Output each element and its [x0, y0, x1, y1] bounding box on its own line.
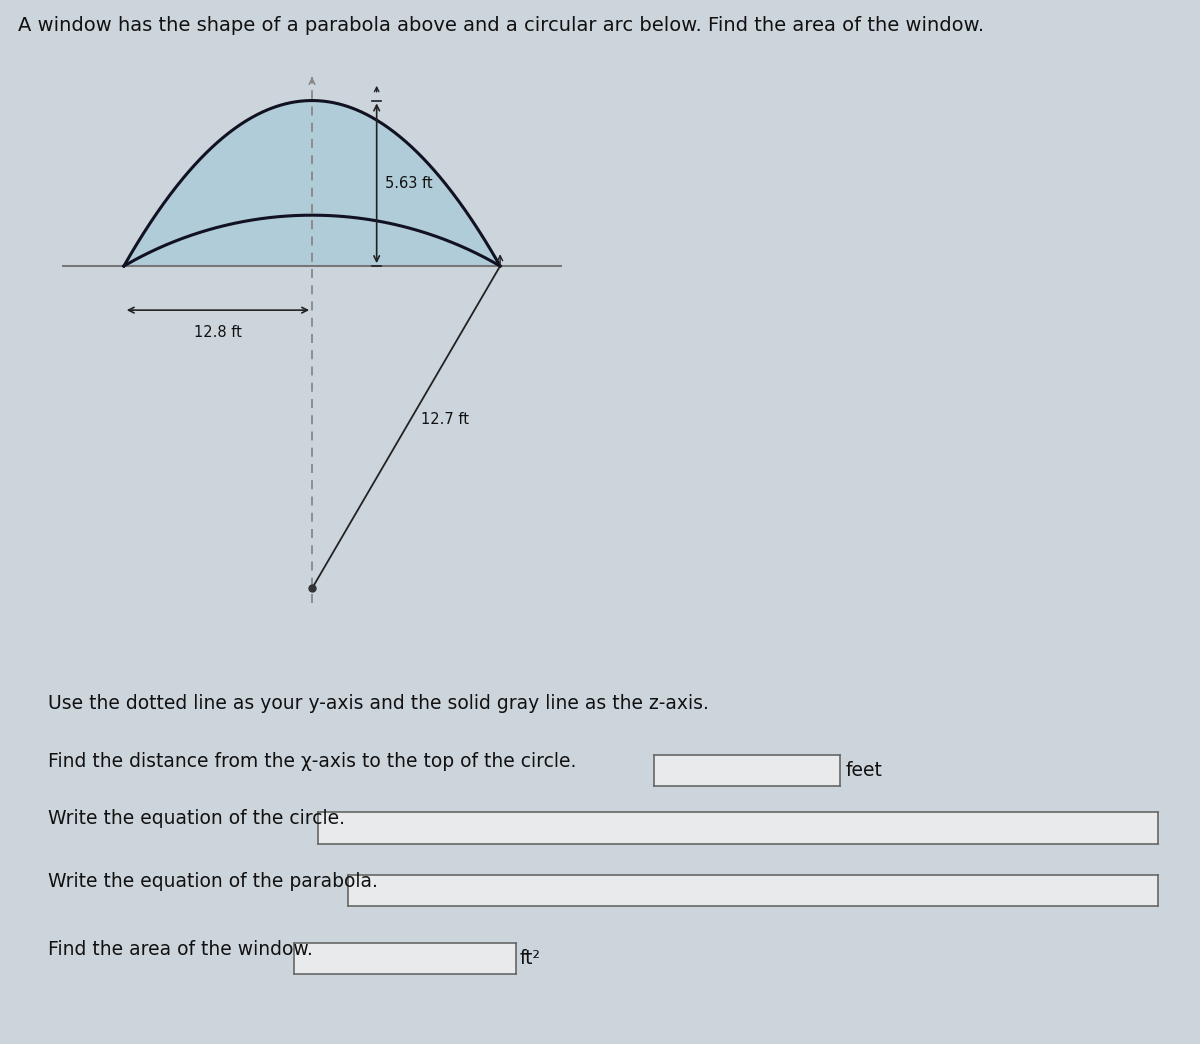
Text: 12.8 ft: 12.8 ft	[194, 325, 242, 340]
Text: Find the area of the window.: Find the area of the window.	[48, 940, 313, 958]
Polygon shape	[124, 100, 500, 266]
Text: A window has the shape of a parabola above and a circular arc below. Find the ar: A window has the shape of a parabola abo…	[18, 16, 984, 34]
Text: 12.7 ft: 12.7 ft	[421, 412, 469, 427]
Text: Find the distance from the χ-axis to the top of the circle.: Find the distance from the χ-axis to the…	[48, 752, 576, 770]
Text: feet: feet	[846, 761, 883, 780]
Text: ft²: ft²	[520, 949, 541, 968]
Text: Write the equation of the circle.: Write the equation of the circle.	[48, 809, 346, 828]
Text: Use the dotted line as your y-axis and the solid gray line as the z-axis.: Use the dotted line as your y-axis and t…	[48, 694, 709, 713]
Text: Write the equation of the parabola.: Write the equation of the parabola.	[48, 872, 378, 891]
Text: 5.63 ft: 5.63 ft	[385, 175, 433, 191]
